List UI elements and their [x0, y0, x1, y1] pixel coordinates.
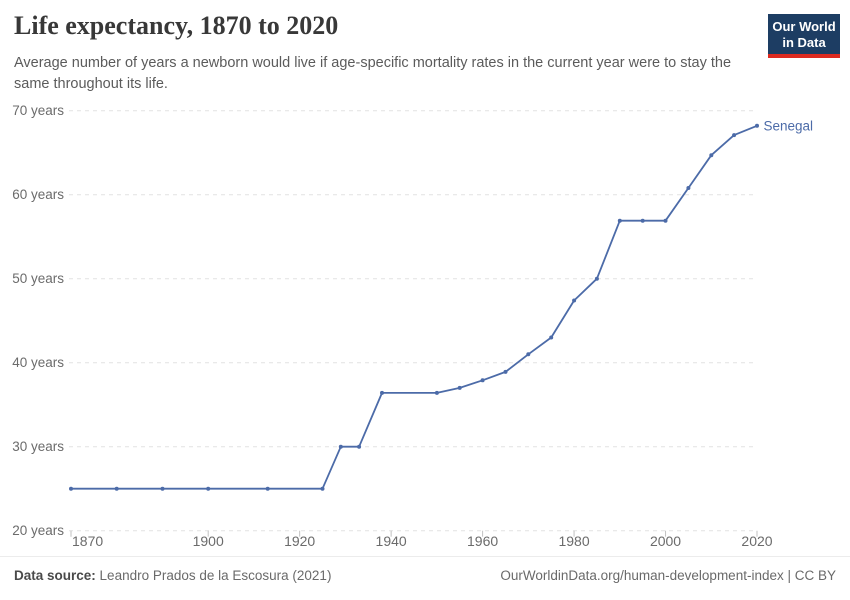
data-point-1970[interactable]: [526, 352, 531, 357]
data-point-1950[interactable]: [434, 390, 439, 395]
y-tick-label-70: 70 years: [12, 103, 64, 118]
data-point-2000[interactable]: [663, 218, 668, 223]
data-point-2020[interactable]: [755, 123, 759, 128]
data-point-1929[interactable]: [338, 444, 343, 449]
data-point-2005[interactable]: [686, 186, 691, 190]
chart-subtitle: Average number of years a newborn would …: [14, 55, 732, 92]
x-tick-label-2020: 2020: [741, 533, 772, 549]
data-point-1990[interactable]: [617, 218, 622, 223]
attribution-link[interactable]: OurWorldinData.org/human-development-ind…: [500, 568, 836, 583]
y-tick-label-20: 20 years: [12, 523, 64, 538]
x-tick-label-1900: 1900: [193, 533, 224, 549]
x-tick-label-2000: 2000: [650, 533, 681, 549]
data-point-1985[interactable]: [594, 276, 599, 281]
owid-logo-line1: Our World: [772, 19, 836, 34]
data-point-2010[interactable]: [709, 153, 714, 158]
data-point-1980[interactable]: [572, 298, 577, 303]
data-source-value: Leandro Prados de la Escosura (2021): [99, 568, 332, 583]
data-point-1965[interactable]: [503, 369, 508, 374]
data-point-1913[interactable]: [265, 486, 270, 491]
data-point-1880[interactable]: [114, 486, 119, 491]
data-point-1890[interactable]: [160, 486, 165, 491]
x-tick-label-1940: 1940: [376, 533, 407, 549]
owid-logo[interactable]: Our World in Data: [768, 14, 840, 58]
data-line-senegal[interactable]: [70, 124, 758, 490]
x-tick-label-1960: 1960: [467, 533, 498, 549]
y-tick-label-40: 40 years: [12, 355, 64, 370]
x-tick-label-1980: 1980: [558, 533, 589, 549]
data-source: Data source: Leandro Prados de la Escosu…: [14, 568, 331, 600]
entity-label[interactable]: Senegal: [764, 118, 814, 133]
data-point-1938[interactable]: [380, 390, 384, 395]
y-tick-label-50: 50 years: [12, 271, 64, 286]
data-point-1960[interactable]: [480, 378, 485, 383]
data-point-1933[interactable]: [357, 444, 362, 449]
x-tick-label-1920: 1920: [284, 533, 315, 549]
data-point-1870[interactable]: [69, 486, 73, 491]
y-tick-label-30: 30 years: [12, 439, 64, 454]
x-tick-label-1870: 1870: [72, 533, 103, 549]
chart-footer: Data source: Leandro Prados de la Escosu…: [0, 556, 850, 600]
data-source-label: Data source:: [14, 568, 96, 583]
data-point-1975[interactable]: [549, 335, 554, 340]
data-point-1995[interactable]: [640, 218, 645, 223]
data-point-1925[interactable]: [320, 486, 325, 491]
data-point-2015[interactable]: [732, 133, 737, 138]
owid-logo-line2: in Data: [782, 35, 826, 50]
y-tick-label-60: 60 years: [12, 187, 64, 202]
page-title: Life expectancy, 1870 to 2020: [14, 11, 339, 40]
data-point-1955[interactable]: [457, 385, 462, 390]
data-point-1900[interactable]: [206, 486, 211, 491]
